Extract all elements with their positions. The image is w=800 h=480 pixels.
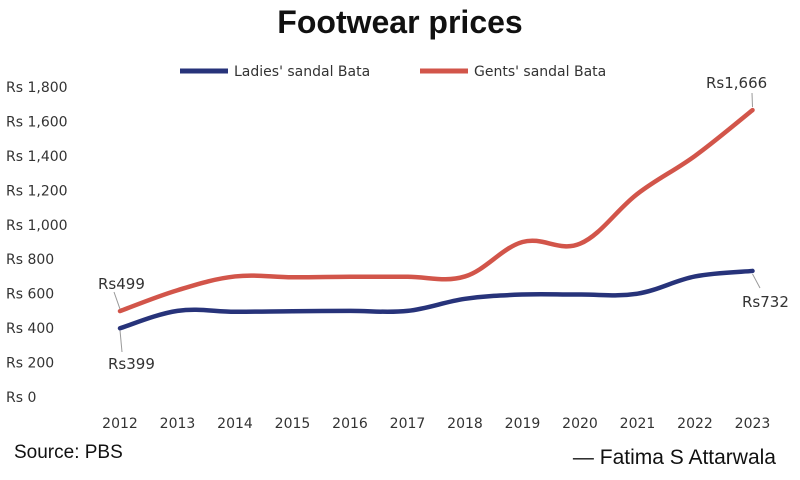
label-gents-2023: Rs1,666 (706, 74, 767, 92)
y-axis: Rs 0 Rs 200 Rs 400 Rs 600 Rs 800 Rs 1,000 Rs 1… (6, 80, 68, 406)
y-tick-label: Rs 400 (6, 321, 54, 337)
x-tick-label: 2012 (102, 416, 138, 432)
label-ladies-2012: Rs399 (108, 355, 155, 373)
y-tick-label: Rs 1,000 (6, 218, 68, 234)
x-tick-label: 2015 (275, 416, 311, 432)
y-tick-label: Rs 1,800 (6, 80, 68, 96)
series-line-ladies (117, 268, 755, 331)
label-ladies-2023: Rs732 (742, 293, 789, 311)
y-tick-label: Rs 600 (6, 287, 54, 303)
x-axis: 2012 2013 2014 2015 2016 2017 2018 2019 2020 2021… (102, 416, 770, 432)
x-tick-label: 2018 (447, 416, 483, 432)
legend-entry: Ladies' sandal Bata (234, 64, 370, 80)
leader-line (752, 273, 761, 289)
x-tick-label: 2019 (505, 416, 541, 432)
author-credit: — Fatima S Attarwala (572, 446, 776, 469)
x-tick-label: 2013 (160, 416, 196, 432)
y-tick-label: Rs 200 (6, 356, 54, 372)
chart-title: Footwear prices (277, 4, 523, 40)
x-tick-label: 2023 (735, 416, 771, 432)
legend: Ladies' sandal Bata Gents' sandal Bata (180, 64, 606, 80)
x-tick-label: 2016 (332, 416, 368, 432)
series-lines (117, 107, 755, 331)
y-tick-label: Rs 800 (6, 252, 54, 268)
leader-line (119, 330, 123, 353)
y-tick-label: Rs 1,200 (6, 183, 68, 199)
x-tick-label: 2014 (217, 416, 253, 432)
label-gents-2012: Rs499 (98, 275, 145, 293)
x-tick-label: 2021 (620, 416, 656, 432)
leader-line (113, 291, 121, 310)
x-tick-label: 2020 (562, 416, 598, 432)
y-tick-label: Rs 0 (6, 390, 36, 406)
series-line-gents (117, 107, 755, 314)
y-tick-label: Rs 1,600 (6, 114, 68, 130)
leader-line (751, 92, 753, 108)
source-note: Source: PBS (14, 442, 123, 463)
y-tick-label: Rs 1,400 (6, 149, 68, 165)
x-tick-label: 2022 (677, 416, 713, 432)
x-tick-label: 2017 (390, 416, 426, 432)
legend-entry: Gents' sandal Bata (474, 64, 606, 80)
data-labels: Rs499 Rs399 Rs1,666 Rs732 (98, 74, 789, 373)
